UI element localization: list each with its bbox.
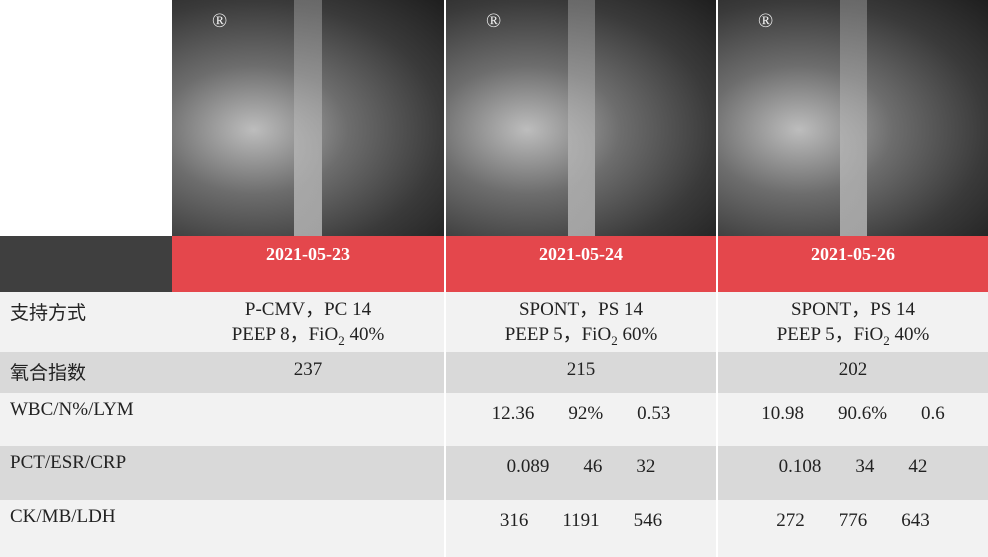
- row-label: CK/MB/LDH: [0, 500, 172, 557]
- table-cell: 237: [172, 352, 444, 393]
- subscript: 2: [883, 332, 890, 348]
- xray-image: ®: [718, 0, 988, 236]
- table-cell: 0.089 46 32: [446, 446, 716, 500]
- registered-mark: ®: [486, 10, 502, 32]
- value-group: 272 776 643: [718, 508, 988, 533]
- xray-image: ®: [172, 0, 444, 236]
- fio2-value: 40%: [344, 324, 385, 345]
- value: 12.36: [491, 403, 535, 424]
- value: 0.53: [637, 403, 671, 424]
- mode-line: SPONT，PS 14: [518, 299, 644, 320]
- row-label: WBC/N%/LYM: [0, 393, 172, 446]
- header-date: 2021-05-26: [718, 236, 988, 292]
- row-label: PCT/ESR/CRP: [0, 446, 172, 500]
- subscript: 2: [611, 332, 618, 348]
- table-cell: [172, 500, 444, 557]
- table-cell: 215: [446, 352, 716, 393]
- table-cell: 202: [718, 352, 988, 393]
- header-corner: [0, 236, 172, 292]
- peep-line: PEEP 5，FiO2 60%: [446, 322, 716, 353]
- peep-line: PEEP 8，FiO2 40%: [172, 322, 444, 353]
- value: 32: [636, 456, 656, 477]
- value: 316: [499, 510, 529, 531]
- value: 92%: [568, 403, 604, 424]
- value: 10.98: [761, 403, 804, 424]
- value: 90.6%: [837, 403, 888, 424]
- table-cell: [172, 393, 444, 446]
- header-date: 2021-05-23: [172, 236, 444, 292]
- value: 46: [583, 456, 603, 477]
- value: 34: [855, 456, 875, 477]
- table-cell: SPONT，PS 14 PEEP 5，FiO2 60%: [446, 292, 716, 352]
- value-group: 10.98 90.6% 0.6: [718, 401, 988, 426]
- row-label: 氧合指数: [0, 352, 172, 393]
- peep-text: PEEP 8，FiO: [231, 324, 339, 345]
- mode-line: P-CMV，PC 14: [244, 299, 372, 320]
- table-cell: 272 776 643: [718, 500, 988, 557]
- value: 237: [293, 359, 323, 380]
- mode-line: SPONT，PS 14: [790, 299, 916, 320]
- peep-line: PEEP 5，FiO2 40%: [718, 322, 988, 353]
- fio2-value: 60%: [617, 324, 658, 345]
- value: 0.089: [506, 456, 550, 477]
- header-date: 2021-05-24: [446, 236, 716, 292]
- value-group: 316 1191 546: [446, 508, 716, 533]
- value: 1191: [562, 510, 600, 531]
- value-group: 12.36 92% 0.53: [446, 401, 716, 426]
- registered-mark: ®: [758, 10, 774, 32]
- value-group: 0.108 34 42: [718, 454, 988, 479]
- peep-text: PEEP 5，FiO: [776, 324, 884, 345]
- value: 202: [838, 359, 868, 380]
- table-cell: P-CMV，PC 14 PEEP 8，FiO2 40%: [172, 292, 444, 352]
- table-cell: 10.98 90.6% 0.6: [718, 393, 988, 446]
- value: 215: [566, 359, 596, 380]
- value: 776: [838, 510, 868, 531]
- registered-mark: ®: [212, 10, 228, 32]
- value: 0.6: [921, 403, 945, 424]
- value: 272: [776, 510, 805, 531]
- peep-text: PEEP 5，FiO: [504, 324, 612, 345]
- row-label: 支持方式: [0, 292, 172, 352]
- value: 546: [633, 510, 663, 531]
- table-cell: 316 1191 546: [446, 500, 716, 557]
- value: 0.108: [778, 456, 822, 477]
- subscript: 2: [338, 332, 345, 348]
- fio2-value: 40%: [889, 324, 930, 345]
- xray-image: ®: [446, 0, 716, 236]
- table-cell: SPONT，PS 14 PEEP 5，FiO2 40%: [718, 292, 988, 352]
- table-cell: [172, 446, 444, 500]
- value-group: 0.089 46 32: [446, 454, 716, 479]
- value: 643: [901, 510, 930, 531]
- table-cell: 0.108 34 42: [718, 446, 988, 500]
- table-cell: 12.36 92% 0.53: [446, 393, 716, 446]
- value: 42: [908, 456, 928, 477]
